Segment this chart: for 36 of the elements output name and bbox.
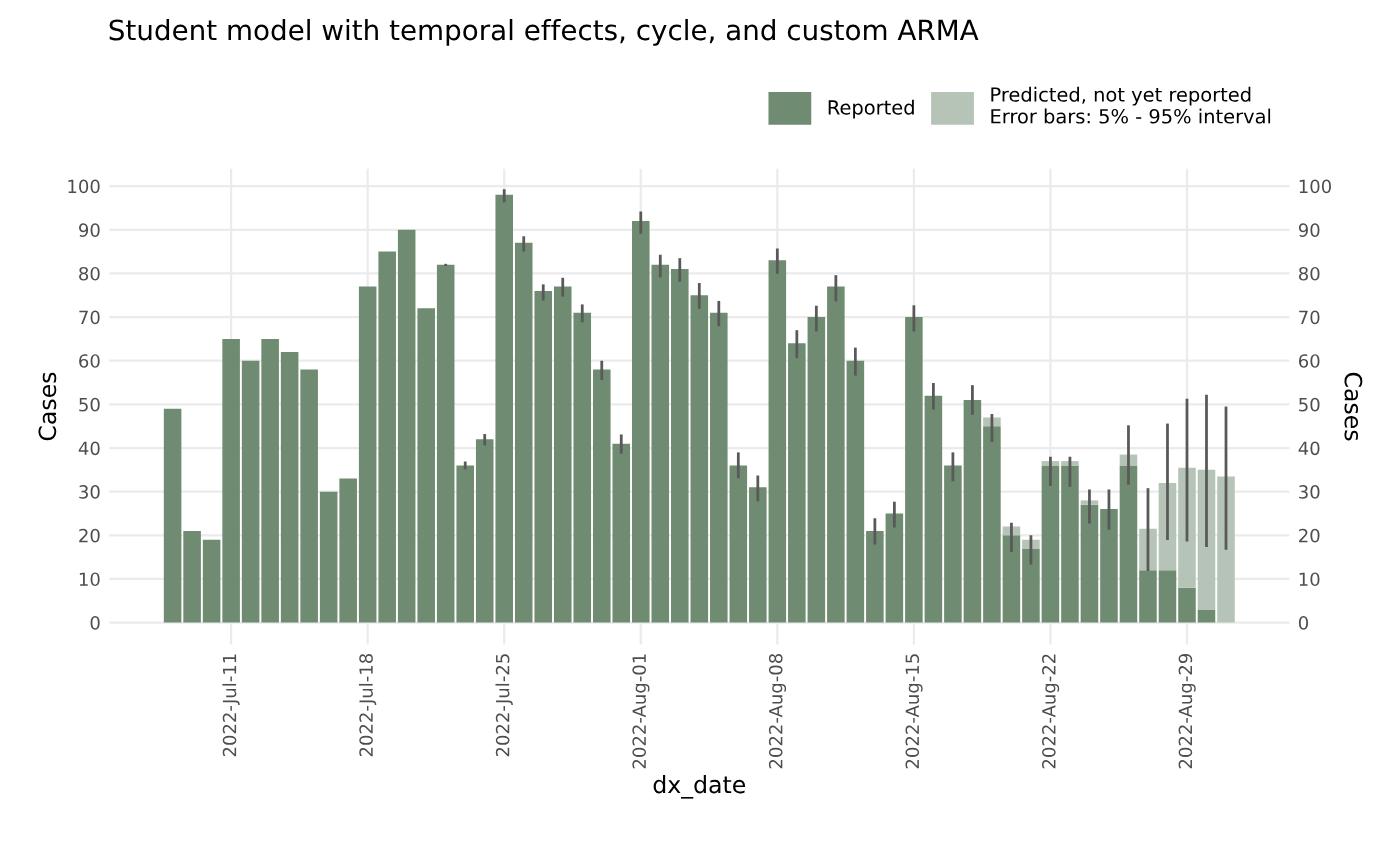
y-tick-label: 90 (79, 223, 100, 237)
y2-tick-label: 30 (1299, 485, 1320, 499)
y-tick-label: 60 (79, 354, 100, 368)
y-tick-label: 30 (79, 485, 100, 499)
y2-tick-label: 90 (1298, 223, 1320, 237)
y2-tick-label: 40 (1298, 441, 1320, 456)
y-tick-label: 10 (79, 572, 100, 587)
y-tick-label: 70 (79, 310, 100, 325)
y-axis-title: Cases (38, 372, 57, 441)
y-tick-label: 80 (79, 266, 100, 281)
x-axis-title: dx_date (653, 775, 746, 799)
y2-tick-label: 10 (1299, 572, 1320, 587)
legend-label: Predicted, not yet reported Error bars: 5% - 95% interval (991, 86, 1271, 124)
chart-title: Student model with temporal effects, cycle, and custom ARMA (109, 18, 979, 46)
x-tick-label: 2022-Aug-15 (905, 654, 923, 769)
y2-tick-label: 80 (1298, 266, 1320, 281)
x-tick-label: 2022-Aug-22 (1042, 654, 1060, 769)
x-tick-label: 2022-Aug-29 (1178, 654, 1196, 769)
legend-label: Reported (828, 99, 914, 119)
x-tick-label: 2022-Jul-18 (358, 653, 377, 757)
x-tick-label: 2022-Jul-11 (222, 654, 240, 757)
y-tick-label: 50 (79, 397, 100, 412)
y-tick-label: 100 (68, 179, 100, 194)
y2-tick-label: 100 (1299, 179, 1331, 194)
y-tick-label: 0 (90, 616, 100, 630)
x-tick-label: 2022-Aug-08 (768, 653, 787, 769)
y2-tick-label: 50 (1299, 397, 1320, 412)
y2-tick-label: 20 (1299, 528, 1320, 543)
y-tick-label: 20 (79, 528, 100, 543)
x-tick-label: 2022-Jul-25 (495, 654, 513, 757)
y2-tick-label: 0 (1298, 616, 1309, 630)
y2-tick-label: 70 (1299, 310, 1320, 325)
y2-tick-label: 60 (1298, 354, 1320, 368)
y-tick-label: 40 (78, 441, 100, 456)
x-tick-label: 2022-Aug-01 (632, 654, 650, 769)
y2-axis-title: Cases (1344, 372, 1363, 441)
